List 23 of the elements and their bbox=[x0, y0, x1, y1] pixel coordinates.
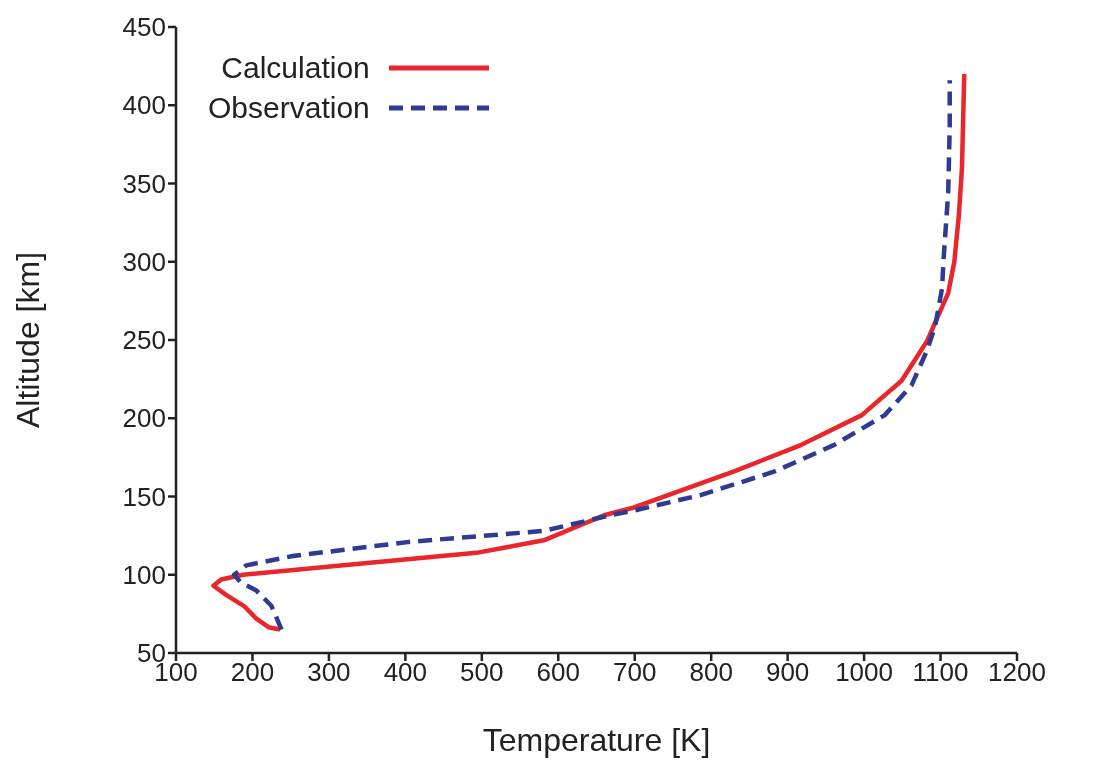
x-axis-title: Temperature [K] bbox=[482, 722, 711, 758]
x-tick-label: 1100 bbox=[912, 657, 969, 688]
y-tick-label: 150 bbox=[122, 481, 166, 512]
y-tick-label: 300 bbox=[122, 246, 166, 277]
y-tick-label: 250 bbox=[122, 325, 166, 356]
y-tick-label: 400 bbox=[122, 90, 166, 121]
y-tick-label: 200 bbox=[122, 403, 166, 434]
x-tick-label: 500 bbox=[460, 657, 504, 688]
x-tick-label: 300 bbox=[307, 657, 351, 688]
y-tick-label: 450 bbox=[122, 12, 166, 43]
x-tick-label: 900 bbox=[765, 657, 810, 688]
x-tick-label: 1200 bbox=[988, 657, 1046, 688]
x-tick-label: 800 bbox=[689, 657, 733, 688]
x-tick-label: 1000 bbox=[835, 657, 894, 688]
x-tick-label: 600 bbox=[536, 657, 580, 688]
x-tick-label: 400 bbox=[383, 657, 428, 688]
x-tick-label: 700 bbox=[613, 657, 657, 688]
y-tick-label: 100 bbox=[122, 559, 166, 590]
y-tick-label: 350 bbox=[122, 168, 166, 199]
legend-label: Observation bbox=[208, 90, 370, 126]
x-tick-label: 200 bbox=[230, 657, 275, 688]
y-axis-title: Altitude [km] bbox=[10, 251, 47, 429]
legend-label: Calculation bbox=[221, 50, 370, 86]
